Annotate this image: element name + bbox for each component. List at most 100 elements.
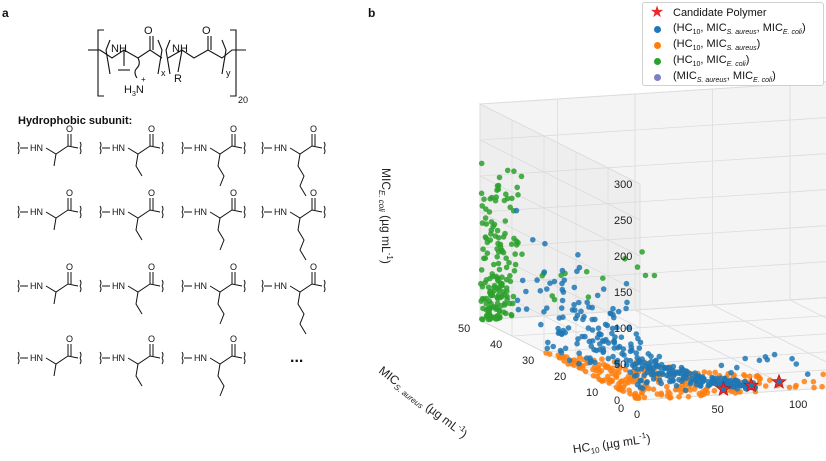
hn-label: HN xyxy=(112,281,125,291)
y-tick-label: 50 xyxy=(458,323,470,335)
blue-dot-icon xyxy=(653,25,661,33)
blue-point xyxy=(519,277,526,284)
blue-point xyxy=(559,267,566,274)
blue-point xyxy=(793,361,800,367)
blue-point xyxy=(534,277,540,283)
blue-point xyxy=(647,365,653,371)
blue-point xyxy=(547,280,553,287)
green-point xyxy=(495,277,501,284)
hn-label: HN xyxy=(194,143,207,153)
blue-point xyxy=(607,310,614,317)
blue-point xyxy=(576,350,582,357)
green-point xyxy=(504,296,510,303)
star-icon: ★ xyxy=(649,4,665,21)
green-point xyxy=(515,192,521,198)
blue-point xyxy=(544,345,551,352)
blue-point xyxy=(635,335,641,342)
green-point xyxy=(494,253,500,260)
o-label: O xyxy=(230,124,237,134)
blue-point xyxy=(588,357,594,364)
blue-point xyxy=(541,269,548,275)
blue-point xyxy=(742,355,748,362)
orange-point xyxy=(728,388,735,395)
blue-point xyxy=(576,264,583,271)
blue-point xyxy=(637,384,643,390)
legend: ★ Candidate Polymer (HC10, MICS. aureus,… xyxy=(642,2,824,86)
blue-point xyxy=(605,355,612,362)
blue-point xyxy=(637,378,644,384)
hn-label: HN xyxy=(112,143,125,153)
blue-point xyxy=(600,286,607,292)
legend-item-orange: (HC10, MICS. aureus) xyxy=(649,37,760,53)
green-point xyxy=(495,186,502,193)
green-point xyxy=(480,296,487,302)
green-point xyxy=(639,249,645,255)
green-point xyxy=(501,309,507,316)
blue-point xyxy=(687,380,694,387)
green-point xyxy=(479,220,486,226)
green-point xyxy=(507,273,513,279)
r-label: R xyxy=(174,73,182,85)
green-point xyxy=(508,312,515,319)
orange-point xyxy=(632,393,638,400)
blue-point xyxy=(561,277,568,284)
h3n-label: H3N xyxy=(124,84,144,98)
green-point xyxy=(479,316,486,323)
y-axis-label: MICS. aureus (µg mL-1) xyxy=(375,363,471,443)
blue-point xyxy=(636,345,643,351)
blue-point xyxy=(658,380,664,387)
blue-point xyxy=(643,380,650,386)
blue-point xyxy=(734,364,740,371)
green-point xyxy=(506,259,512,266)
blue-point xyxy=(718,362,725,369)
green-point xyxy=(485,314,491,320)
blue-point xyxy=(538,321,544,328)
blue-point xyxy=(609,325,616,332)
green-point xyxy=(480,246,486,252)
hn-label: HN xyxy=(112,353,125,363)
hn-label: HN xyxy=(30,143,43,153)
orange-point xyxy=(801,378,808,385)
orange-point xyxy=(596,369,602,376)
legend-label: (HC10, MICS. aureus) xyxy=(673,37,761,53)
blue-point xyxy=(680,376,686,382)
green-point xyxy=(510,293,517,300)
blue-point xyxy=(544,305,550,311)
blue-point xyxy=(804,371,811,378)
orange-point xyxy=(711,387,718,394)
green-point xyxy=(504,195,511,202)
legend-item-candidate: ★ Candidate Polymer xyxy=(649,5,767,21)
green-point xyxy=(487,237,494,243)
blue-point xyxy=(614,357,621,364)
blue-point xyxy=(771,351,778,358)
blue-point xyxy=(627,369,633,376)
blue-point xyxy=(609,330,615,337)
green-point xyxy=(480,305,486,312)
green-point xyxy=(479,203,485,209)
green-point xyxy=(484,250,491,256)
candidate-center xyxy=(720,386,726,392)
z-tick-label: 150 xyxy=(614,287,632,299)
blue-point xyxy=(673,369,679,376)
orange-point xyxy=(590,366,596,373)
blue-point xyxy=(600,349,606,356)
green-point xyxy=(495,260,502,267)
o-label: O xyxy=(148,334,155,344)
green-point xyxy=(500,289,506,295)
green-point xyxy=(479,284,486,290)
blue-point xyxy=(586,338,593,345)
orange-point xyxy=(622,366,629,373)
orange-point xyxy=(767,377,773,384)
blue-point xyxy=(523,306,530,312)
blue-point xyxy=(571,284,578,291)
legend-label: (HC10, MICS. aureus, MICE. coli) xyxy=(673,21,806,37)
orange-point xyxy=(810,378,817,385)
green-point xyxy=(511,235,517,242)
blue-point xyxy=(575,336,581,342)
orange-point xyxy=(706,370,713,376)
blue-point xyxy=(656,353,663,360)
blue-point xyxy=(676,376,682,383)
y-tick-label: 0 xyxy=(618,403,624,415)
z-tick-label: 250 xyxy=(614,215,632,227)
blue-point xyxy=(579,333,585,340)
